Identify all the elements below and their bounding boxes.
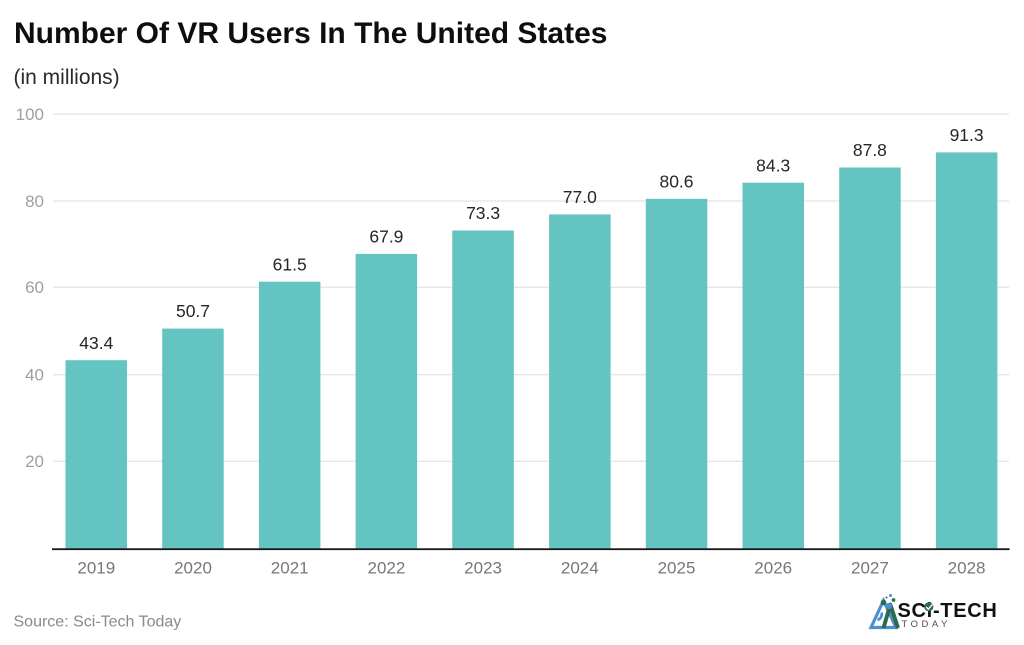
svg-text:43.4: 43.4 (79, 333, 113, 353)
svg-text:2022: 2022 (367, 559, 405, 578)
svg-text:100: 100 (16, 105, 44, 124)
svg-text:2025: 2025 (658, 559, 696, 578)
svg-text:77.0: 77.0 (563, 187, 597, 207)
svg-text:50.7: 50.7 (176, 301, 210, 321)
svg-text:20: 20 (25, 452, 44, 471)
svg-text:61.5: 61.5 (273, 254, 307, 274)
svg-text:80.6: 80.6 (659, 171, 693, 191)
svg-text:Source: Sci-Tech Today: Source: Sci-Tech Today (14, 614, 182, 631)
svg-text:(in millions): (in millions) (14, 66, 120, 89)
svg-text:2024: 2024 (561, 559, 599, 578)
svg-text:2026: 2026 (754, 559, 792, 578)
svg-text:91.3: 91.3 (950, 125, 984, 145)
svg-text:2027: 2027 (851, 559, 889, 578)
svg-text:Number Of VR Users In The Unit: Number Of VR Users In The United States (14, 17, 607, 50)
svg-text:TODAY: TODAY (902, 619, 951, 630)
svg-text:SCi-TECH: SCi-TECH (898, 600, 998, 622)
svg-text:87.8: 87.8 (853, 140, 887, 160)
svg-text:60: 60 (25, 278, 44, 297)
svg-text:40: 40 (25, 366, 44, 385)
svg-text:2023: 2023 (464, 559, 502, 578)
svg-text:2028: 2028 (948, 559, 986, 578)
svg-text:2020: 2020 (174, 559, 212, 578)
svg-text:2021: 2021 (271, 559, 309, 578)
svg-text:2019: 2019 (77, 559, 115, 578)
svg-text:84.3: 84.3 (756, 155, 790, 175)
svg-text:67.9: 67.9 (369, 227, 403, 247)
svg-text:73.3: 73.3 (466, 203, 500, 223)
svg-text:80: 80 (25, 192, 44, 211)
